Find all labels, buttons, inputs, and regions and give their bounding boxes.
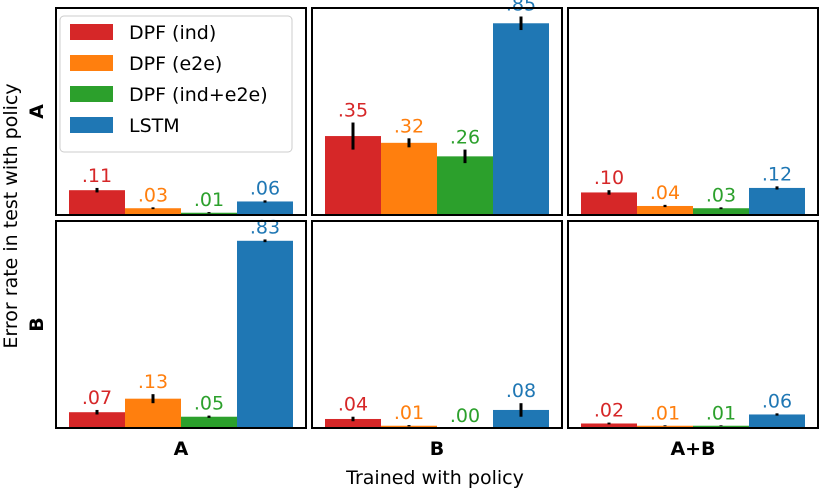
bar-2 <box>693 208 749 215</box>
panel-frame <box>55 220 307 429</box>
bar-1 <box>381 142 437 215</box>
bar-2 <box>693 425 749 428</box>
value-label: .02 <box>594 400 624 422</box>
value-label: .06 <box>250 177 280 199</box>
bar-3 <box>749 187 805 215</box>
legend-swatch <box>70 24 113 40</box>
value-label: .11 <box>82 165 112 187</box>
legend: DPF (ind) DPF (e2e) DPF (ind+e2e) LSTM <box>59 15 293 153</box>
panel-frame <box>311 220 563 429</box>
value-label: .00 <box>450 405 480 427</box>
value-label: .05 <box>194 393 224 415</box>
panel-frame <box>311 7 563 216</box>
legend-entry: LSTM <box>129 115 180 137</box>
legend-entry: DPF (ind) <box>129 22 216 44</box>
column-label: A+B <box>670 438 715 460</box>
column-label: A <box>174 438 189 460</box>
bar-2 <box>181 416 237 428</box>
bar-2 <box>181 212 237 215</box>
panel-test-b-train-aplusb: .02 .01 .01 .06 <box>567 220 819 429</box>
bar-3 <box>237 240 293 428</box>
bar-1 <box>125 208 181 215</box>
bar-0 <box>581 423 637 428</box>
legend-swatch <box>70 55 113 71</box>
bar-1 <box>125 398 181 428</box>
value-label: .04 <box>338 394 368 416</box>
row-label: B <box>26 317 48 331</box>
bar-0 <box>325 418 381 428</box>
bar-1 <box>637 425 693 428</box>
legend-entry: DPF (ind+e2e) <box>129 84 268 106</box>
value-label: .13 <box>138 371 168 393</box>
value-label: .10 <box>594 167 624 189</box>
bar-0 <box>581 192 637 215</box>
bar-3 <box>237 201 293 215</box>
bar-3 <box>749 414 805 428</box>
panel-test-b-train-b: .04 .01 .00 .08 <box>311 220 563 429</box>
bar-0 <box>69 412 125 428</box>
bar-1 <box>381 425 437 428</box>
panel-grid: .11.03.01.06.35.32.26.85.10.04.03.12.07.… <box>26 0 819 460</box>
value-label: .06 <box>762 390 792 412</box>
bar-3 <box>493 409 549 428</box>
panel-test-b-train-a: .07 .13 .05 .83 <box>55 216 307 429</box>
value-label: .01 <box>706 402 736 424</box>
legend-box <box>59 15 293 153</box>
bar-1 <box>637 205 693 215</box>
x-axis-label: Trained with policy <box>345 467 524 488</box>
legend-entry: DPF (e2e) <box>129 53 222 75</box>
value-label: .04 <box>650 182 680 204</box>
panel-test-a-train-a: .11 .03 .01 .06 <box>55 7 307 216</box>
panel-frame <box>567 220 819 429</box>
panel-test-a-train-aplusb: .10 .04 .03 .12 <box>567 7 819 216</box>
value-label: .07 <box>82 387 112 409</box>
value-label: .35 <box>338 100 368 122</box>
bar-3 <box>493 23 549 216</box>
value-label: .03 <box>138 184 168 206</box>
value-label: .12 <box>762 163 792 185</box>
value-label: .01 <box>650 402 680 424</box>
value-label: .03 <box>706 184 736 206</box>
value-label: .08 <box>506 380 536 402</box>
bar-2 <box>437 156 493 215</box>
row-label: A <box>26 104 48 119</box>
value-label: .32 <box>394 115 424 137</box>
value-label: .01 <box>394 402 424 424</box>
y-axis-label: Error rate in test with policy <box>0 83 22 348</box>
column-label: B <box>430 438 444 460</box>
panel-test-a-train-b: .35.32.26.85 <box>311 0 563 216</box>
panel-frame <box>567 7 819 216</box>
value-label: .01 <box>194 189 224 211</box>
legend-swatch <box>70 86 113 102</box>
legend-swatch <box>70 117 113 133</box>
value-label: .26 <box>450 127 480 149</box>
panel-frame <box>55 7 307 216</box>
value-label: .83 <box>250 216 280 238</box>
bar-0 <box>69 190 125 215</box>
